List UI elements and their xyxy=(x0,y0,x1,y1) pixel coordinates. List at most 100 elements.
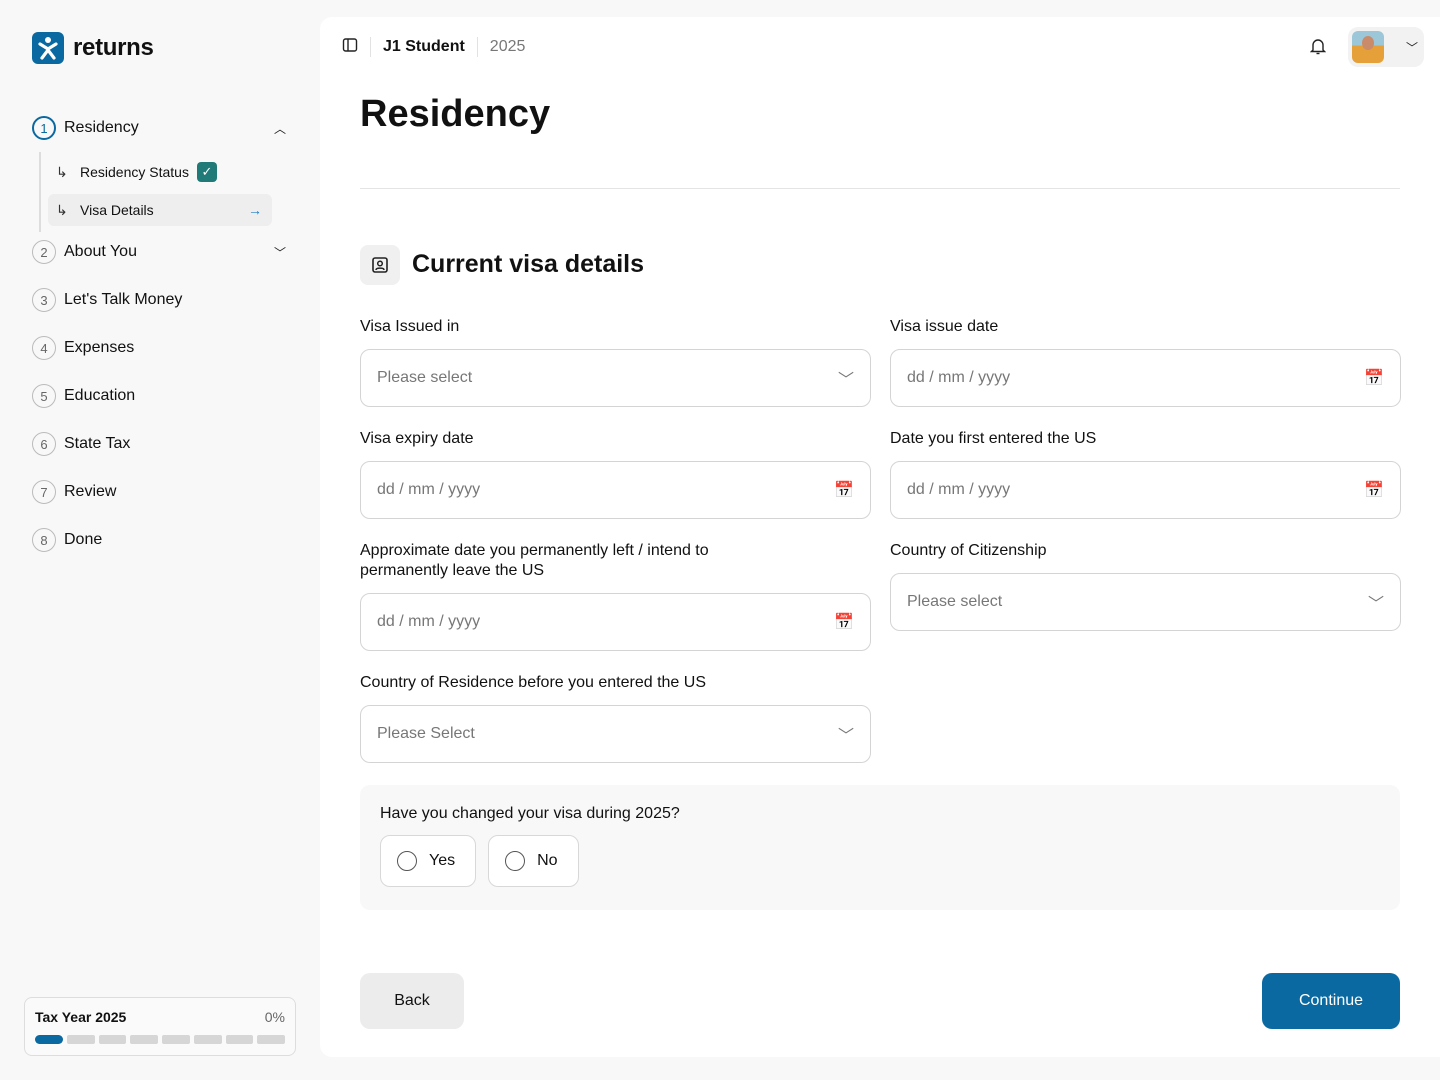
substep-label: Visa Details xyxy=(80,202,154,218)
substep-residency-status[interactable]: ↳ Residency Status ✓ xyxy=(48,156,272,188)
field-label: Country of Citizenship xyxy=(890,542,1047,559)
field-label: Date you first entered the US xyxy=(890,430,1097,447)
bell-icon[interactable] xyxy=(1309,37,1327,60)
arrow-right-icon: → xyxy=(248,202,262,218)
step-number: 3 xyxy=(32,288,56,312)
placeholder: dd / mm / yyyy xyxy=(907,369,1011,386)
visa-issued-in-select[interactable]: Please select ﹀ xyxy=(360,349,871,407)
placeholder: dd / mm / yyyy xyxy=(377,613,481,630)
placeholder: dd / mm / yyyy xyxy=(907,481,1011,498)
first-entered-input[interactable]: dd / mm / yyyy 📅 xyxy=(890,461,1401,519)
chevron-down-icon: ﹀ xyxy=(837,728,854,745)
step-number: 1 xyxy=(32,116,56,140)
citizenship-select[interactable]: Please select ﹀ xyxy=(890,573,1401,631)
step-education[interactable]: 5 Education xyxy=(32,382,288,410)
step-number: 8 xyxy=(32,528,56,552)
visa-expiry-date-input[interactable]: dd / mm / yyyy 📅 xyxy=(360,461,871,519)
citizenship-field: Country of Citizenship Please select ﹀ xyxy=(890,541,1401,631)
back-button[interactable]: Back xyxy=(360,973,464,1029)
step-number: 6 xyxy=(32,432,56,456)
progress-segment xyxy=(130,1035,158,1044)
placeholder: dd / mm / yyyy xyxy=(377,481,481,498)
calendar-icon[interactable]: 📅 xyxy=(834,614,854,631)
calendar-icon[interactable]: 📅 xyxy=(1364,482,1384,499)
main-panel: J1 Student 2025 ﹀ Residency Current visa… xyxy=(320,17,1440,1057)
substep-visa-details[interactable]: ↳ Visa Details → xyxy=(48,194,272,226)
progress-segment xyxy=(193,1035,222,1044)
step-number: 4 xyxy=(32,336,56,360)
check-icon: ✓ xyxy=(196,162,217,182)
left-date-input[interactable]: dd / mm / yyyy 📅 xyxy=(360,593,871,651)
field-label: Visa expiry date xyxy=(360,430,474,447)
substep-divider xyxy=(39,152,41,232)
divider xyxy=(476,37,478,57)
continue-button[interactable]: Continue xyxy=(1262,973,1400,1029)
sidebar: returns 1 Residency ︿ ↳ Residency Status… xyxy=(0,0,320,1080)
radio-yes[interactable]: Yes xyxy=(380,835,477,887)
question-text: Have you changed your visa during 2025? xyxy=(380,805,680,822)
step-expenses[interactable]: 4 Expenses xyxy=(32,334,288,362)
user-menu[interactable]: ﹀ xyxy=(1348,27,1424,67)
step-label: Review xyxy=(64,483,117,500)
step-state-tax[interactable]: 6 State Tax xyxy=(32,430,288,458)
chevron-up-icon[interactable]: ︿ xyxy=(273,121,286,136)
progress-segment xyxy=(98,1035,127,1044)
sidebar-toggle-icon[interactable] xyxy=(342,37,358,58)
calendar-icon[interactable]: 📅 xyxy=(834,482,854,499)
first-entered-field: Date you first entered the US dd / mm / … xyxy=(890,429,1401,519)
id-card-icon xyxy=(360,245,400,285)
avatar xyxy=(1352,31,1384,63)
step-about-you[interactable]: 2 About You ﹀ xyxy=(32,238,288,266)
calendar-icon[interactable]: 📅 xyxy=(1364,370,1384,387)
breadcrumb: J1 Student 2025 xyxy=(342,35,525,59)
placeholder: Please Select xyxy=(377,725,475,742)
step-label: Education xyxy=(64,387,136,404)
field-label: Approximate date you permanently left / … xyxy=(360,542,709,579)
residence-before-field: Country of Residence before you entered … xyxy=(360,673,871,763)
divider xyxy=(370,37,371,57)
progress-segment xyxy=(162,1035,190,1044)
profile-name: J1 Student xyxy=(383,38,465,55)
step-label: Let's Talk Money xyxy=(64,291,183,308)
step-label: Expenses xyxy=(64,339,135,356)
progress-segment xyxy=(66,1035,95,1044)
progress-bar xyxy=(35,1035,285,1044)
field-label: Visa Issued in xyxy=(360,318,460,335)
logo-icon xyxy=(32,32,64,64)
substep-label: Residency Status xyxy=(80,164,189,180)
step-label: State Tax xyxy=(64,435,131,452)
visa-issue-date-input[interactable]: dd / mm / yyyy 📅 xyxy=(890,349,1401,407)
divider xyxy=(360,188,1400,189)
radio-circle-icon xyxy=(397,851,417,871)
year: 2025 xyxy=(489,38,526,55)
step-lets-talk-money[interactable]: 3 Let's Talk Money xyxy=(32,286,288,314)
return-arrow-icon: ↳ xyxy=(56,163,68,180)
chevron-down-icon[interactable]: ﹀ xyxy=(273,245,286,260)
chevron-down-icon: ﹀ xyxy=(1405,40,1418,55)
progress-segment xyxy=(35,1035,63,1044)
step-label: Residency xyxy=(64,119,139,136)
tax-year-label: Tax Year 2025 xyxy=(35,1009,127,1025)
step-residency[interactable]: 1 Residency ︿ xyxy=(32,114,288,142)
visa-changed-question: Have you changed your visa during 2025? … xyxy=(360,785,1400,910)
radio-circle-icon xyxy=(505,851,526,871)
logo[interactable]: returns xyxy=(32,32,154,64)
step-number: 5 xyxy=(32,384,56,408)
return-arrow-icon: ↳ xyxy=(56,201,68,218)
progress-percent: 0% xyxy=(264,1009,285,1025)
section-title: Current visa details xyxy=(412,250,645,278)
progress-segment xyxy=(257,1035,285,1044)
step-number: 2 xyxy=(32,240,56,264)
visa-issued-in-field: Visa Issued in Please select ﹀ xyxy=(360,317,871,407)
residence-before-select[interactable]: Please Select ﹀ xyxy=(360,705,871,763)
step-done[interactable]: 8 Done xyxy=(32,526,288,554)
placeholder: Please select xyxy=(907,593,1003,610)
page-title: Residency xyxy=(360,93,551,135)
radio-no[interactable]: No xyxy=(488,835,579,887)
brand-name: returns xyxy=(73,34,154,61)
tax-year-progress: Tax Year 2025 0% xyxy=(24,997,296,1056)
step-label: About You xyxy=(64,243,137,260)
step-review[interactable]: 7 Review xyxy=(32,478,288,506)
radio-label: No xyxy=(537,852,558,869)
progress-segment xyxy=(225,1035,254,1044)
